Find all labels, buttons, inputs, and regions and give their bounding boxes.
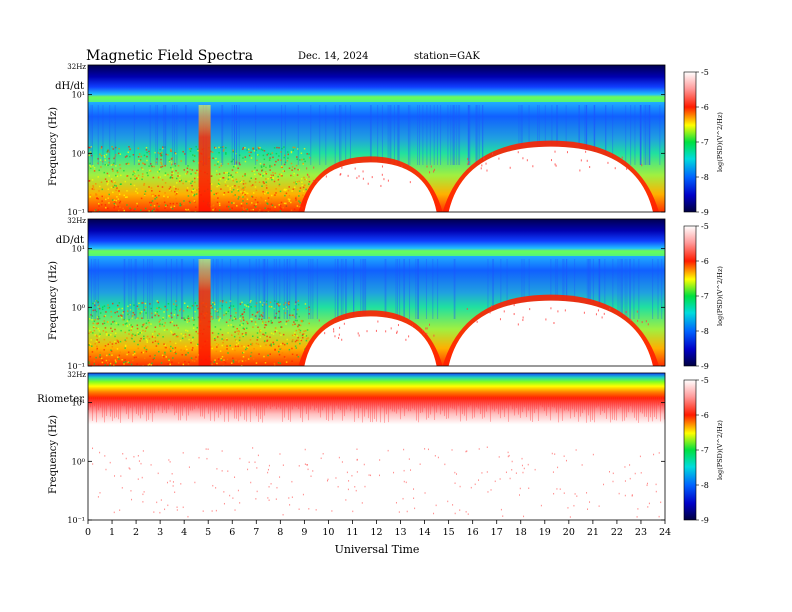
colorbar-tick-label: -6 bbox=[701, 411, 709, 420]
x-tick-label: 8 bbox=[277, 527, 283, 538]
quiet-region bbox=[304, 162, 437, 212]
y-axis-label: Frequency (Hz) bbox=[48, 107, 59, 186]
x-tick-label: 18 bbox=[515, 527, 527, 538]
colorbar-tick-label: -8 bbox=[701, 327, 709, 336]
colorbar-tick-label: -6 bbox=[701, 103, 709, 112]
x-tick-label: 6 bbox=[229, 527, 235, 538]
panel-top-label: 32Hz bbox=[67, 63, 86, 71]
colorbar: -5 -6 -7 -8 -9 log(PSD)(V^2/Hz) bbox=[683, 222, 724, 371]
x-tick-label: 5 bbox=[205, 527, 211, 538]
colorbar-tick-label: -7 bbox=[701, 292, 709, 301]
y-tick-label: 10⁰ bbox=[72, 303, 85, 312]
date-label: Dec. 14, 2024 bbox=[298, 51, 368, 62]
x-tick-label: 14 bbox=[419, 527, 431, 538]
colorbar-label: log(PSD)(V^2/Hz) bbox=[716, 112, 724, 172]
x-axis: 0 1 2 3 4 5 6 7 8 9 10 11 12 13 14 15 16 17 18 19 20 21 22 23 24 bbox=[85, 520, 671, 538]
enhanced-band bbox=[198, 105, 211, 212]
x-tick-label: 4 bbox=[181, 527, 187, 538]
panel-name: dD/dt bbox=[56, 235, 84, 246]
colorbar-label: log(PSD)(V^2/Hz) bbox=[716, 420, 724, 480]
colorbar-tick-label: -7 bbox=[701, 138, 709, 147]
quiet-region bbox=[448, 146, 653, 212]
colorbar-tick-label: -5 bbox=[701, 376, 709, 385]
y-tick-label: 10⁰ bbox=[72, 149, 85, 158]
colorbar-tick-label: -9 bbox=[701, 516, 709, 525]
x-tick-label: 20 bbox=[563, 527, 575, 538]
x-tick-label: 11 bbox=[346, 527, 358, 538]
y-tick-label: 10¹ bbox=[72, 91, 85, 100]
x-tick-label: 7 bbox=[253, 527, 259, 538]
x-tick-label: 19 bbox=[539, 527, 551, 538]
enhanced-band bbox=[198, 259, 211, 366]
colorbar-tick-label: -8 bbox=[701, 481, 709, 490]
panel-name: dH/dt bbox=[55, 81, 84, 92]
x-axis-label: Universal Time bbox=[335, 543, 420, 556]
x-tick-label: 1 bbox=[109, 527, 115, 538]
y-axis-label: Frequency (Hz) bbox=[48, 261, 59, 340]
x-tick-label: 10 bbox=[322, 527, 334, 538]
x-tick-label: 22 bbox=[611, 527, 623, 538]
colorbar-tick-label: -6 bbox=[701, 257, 709, 266]
panel-top-label: 32Hz bbox=[67, 371, 86, 379]
x-tick-label: 16 bbox=[467, 527, 479, 538]
y-axis-label: Frequency (Hz) bbox=[48, 415, 59, 494]
x-tick-label: 24 bbox=[659, 527, 671, 538]
spectrogram-image bbox=[88, 65, 665, 212]
x-tick-label: 15 bbox=[443, 527, 455, 538]
colorbar-tick-label: -9 bbox=[701, 362, 709, 371]
panel-name: Riometer bbox=[37, 394, 84, 405]
x-tick-label: 13 bbox=[394, 527, 406, 538]
figure-title: Magnetic Field Spectra bbox=[86, 48, 253, 64]
x-tick-label: 17 bbox=[491, 527, 503, 538]
x-tick-label: 12 bbox=[370, 527, 382, 538]
spectrogram-image bbox=[88, 373, 665, 520]
colorbar-tick-label: -9 bbox=[701, 208, 709, 217]
y-tick-label: 10¹ bbox=[72, 245, 85, 254]
spectrogram-image bbox=[88, 219, 665, 366]
y-tick-label: 10¹ bbox=[72, 399, 85, 408]
colorbar-label: log(PSD)(V^2/Hz) bbox=[716, 266, 724, 326]
colorbar-tick-label: -5 bbox=[701, 222, 709, 231]
x-tick-label: 23 bbox=[635, 527, 647, 538]
x-tick-label: 9 bbox=[301, 527, 307, 538]
station-label: station=GAK bbox=[414, 51, 480, 62]
x-tick-label: 0 bbox=[85, 527, 91, 538]
quiet-region bbox=[304, 316, 437, 366]
colorbar: -5 -6 -7 -8 -9 log(PSD)(V^2/Hz) bbox=[683, 68, 724, 217]
colorbar-tick-label: -8 bbox=[701, 173, 709, 182]
y-tick-label: 10⁻¹ bbox=[67, 516, 85, 525]
x-tick-label: 21 bbox=[587, 527, 599, 538]
y-tick-label: 10⁻¹ bbox=[67, 208, 85, 217]
panel-top-label: 32Hz bbox=[67, 217, 86, 225]
y-tick-label: 10⁰ bbox=[72, 457, 85, 466]
colorbar-tick-label: -7 bbox=[701, 446, 709, 455]
x-tick-label: 2 bbox=[133, 527, 139, 538]
y-tick-label: 10⁻¹ bbox=[67, 362, 85, 371]
colorbar-tick-label: -5 bbox=[701, 68, 709, 77]
colorbar: -5 -6 -7 -8 -9 log(PSD)(V^2/Hz) bbox=[683, 376, 724, 525]
x-tick-label: 3 bbox=[157, 527, 163, 538]
